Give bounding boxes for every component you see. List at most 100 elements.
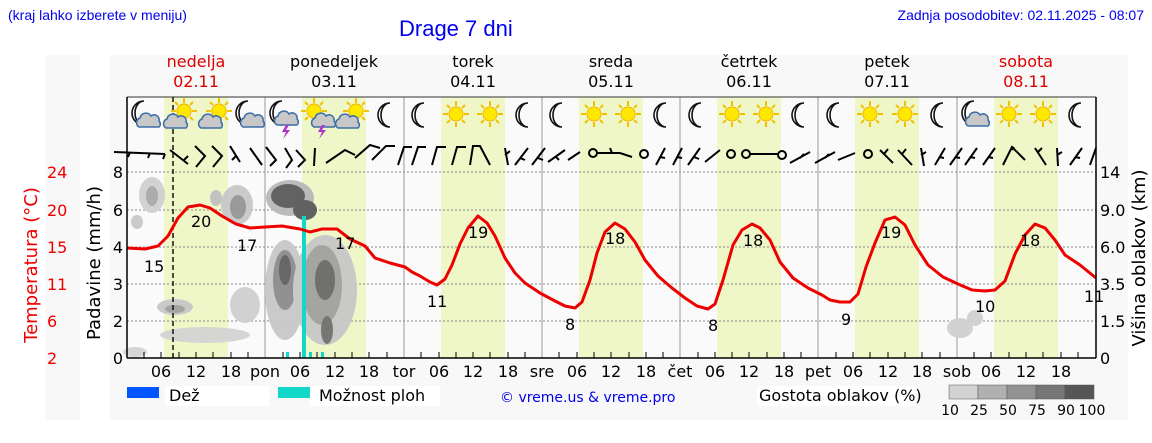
- day-separators: [264, 97, 958, 358]
- daylight-bands: [164, 97, 1058, 358]
- svg-text:06: 06: [151, 362, 171, 381]
- temp-axis-ticks: 24 20 15 11 6 2: [47, 163, 67, 368]
- svg-text:18: 18: [498, 362, 518, 381]
- legend-rain-label: Dež: [169, 386, 200, 405]
- svg-text:12: 12: [601, 362, 621, 381]
- svg-text:12: 12: [325, 362, 345, 381]
- day-header-6: petek 07.11: [864, 52, 910, 91]
- svg-text:pet: pet: [805, 362, 831, 381]
- svg-text:14: 14: [1100, 163, 1120, 182]
- svg-text:10: 10: [975, 297, 995, 316]
- day-header-1: nedelja 02.11: [166, 52, 226, 91]
- svg-text:12: 12: [186, 362, 206, 381]
- svg-text:12: 12: [1016, 362, 1036, 381]
- svg-text:18: 18: [912, 362, 932, 381]
- wind-barbs: [113, 143, 1097, 169]
- svg-text:20: 20: [47, 201, 67, 220]
- svg-text:06: 06: [429, 362, 449, 381]
- svg-text:17: 17: [335, 234, 355, 253]
- svg-text:4: 4: [113, 238, 123, 257]
- svg-text:25: 25: [970, 403, 988, 419]
- svg-text:100: 100: [1079, 403, 1106, 419]
- temp-axis-label: Temperatura (°C): [21, 187, 42, 344]
- precip-axis-ticks: 8 6 4 3 2 0: [113, 163, 123, 368]
- svg-text:50: 50: [999, 403, 1017, 419]
- precip-axis-label: Padavine (mm/h): [84, 186, 105, 340]
- svg-text:06: 06: [981, 362, 1001, 381]
- svg-text:10: 10: [941, 403, 959, 419]
- svg-text:06: 06: [843, 362, 863, 381]
- svg-text:11: 11: [1084, 287, 1104, 306]
- legend-showers-swatch: [278, 387, 310, 398]
- svg-text:11: 11: [47, 275, 67, 294]
- cloud-density-label: Gostota oblakov (%): [759, 386, 922, 405]
- svg-text:12: 12: [739, 362, 759, 381]
- svg-text:12: 12: [463, 362, 483, 381]
- svg-text:12: 12: [878, 362, 898, 381]
- svg-text:06: 06: [567, 362, 587, 381]
- svg-text:čet: čet: [668, 362, 693, 381]
- temperature-line: [126, 203, 1097, 311]
- svg-text:6.0: 6.0: [1100, 238, 1125, 257]
- shower-bars: [286, 216, 324, 358]
- x-tick-labels: 06 12 18 pon 06 12 18 tor 06 12 18 sre 0…: [151, 362, 1071, 381]
- svg-text:20: 20: [191, 212, 211, 231]
- cloud-density: [123, 177, 983, 357]
- cloud-height-axis-ticks: 14 9.0 6.0 3.5 1.5 0: [1100, 163, 1125, 368]
- svg-text:18: 18: [605, 229, 625, 248]
- svg-text:sob: sob: [943, 362, 971, 381]
- svg-text:19: 19: [881, 223, 901, 242]
- svg-text:18: 18: [774, 362, 794, 381]
- svg-text:3.5: 3.5: [1100, 275, 1125, 294]
- svg-text:90: 90: [1057, 403, 1075, 419]
- svg-text:18: 18: [1051, 362, 1071, 381]
- day-header-4: sreda 05.11: [588, 52, 634, 91]
- svg-text:19: 19: [468, 223, 488, 242]
- last-update: Zadnja posodobitev: 02.11.2025 - 08:07: [897, 7, 1144, 23]
- legend-showers-label: Možnost ploh: [319, 386, 425, 405]
- svg-text:sre: sre: [530, 362, 554, 381]
- svg-text:11: 11: [427, 292, 447, 311]
- region-hint[interactable]: (kraj lahko izberete v meniju): [8, 7, 187, 23]
- svg-text:8: 8: [113, 163, 123, 182]
- cloud-density-scale: [948, 384, 1095, 400]
- temp-labels: 15 20 17 17 11 19 8 18 8 18 9 19 10 18 1…: [144, 212, 1104, 335]
- svg-text:75: 75: [1028, 403, 1046, 419]
- day-header-2: ponedeljek 03.11: [290, 52, 378, 91]
- day-header-7: sobota 08.11: [998, 52, 1054, 91]
- svg-text:6: 6: [113, 201, 123, 220]
- svg-text:3: 3: [113, 275, 123, 294]
- svg-text:15: 15: [47, 238, 67, 257]
- cloud-height-axis-label: Višina oblakov (km): [1129, 169, 1150, 346]
- svg-text:18: 18: [359, 362, 379, 381]
- left-panel-bg: [45, 55, 80, 420]
- svg-text:tor: tor: [393, 362, 416, 381]
- svg-text:9: 9: [841, 310, 851, 329]
- svg-text:15: 15: [144, 257, 164, 276]
- x-ticks: [143, 352, 1079, 358]
- svg-text:18: 18: [636, 362, 656, 381]
- day-header-5: četrtek 06.11: [720, 52, 778, 91]
- svg-text:1.5: 1.5: [1100, 312, 1125, 331]
- svg-text:24: 24: [47, 163, 67, 182]
- svg-text:8: 8: [708, 316, 718, 335]
- svg-text:0: 0: [113, 349, 123, 368]
- cloud-density-scale-labels: 10 25 50 75 90 100: [941, 403, 1105, 419]
- svg-text:2: 2: [47, 349, 57, 368]
- svg-text:pon: pon: [250, 362, 280, 381]
- svg-text:18: 18: [743, 231, 763, 250]
- svg-text:9.0: 9.0: [1100, 201, 1125, 220]
- svg-text:18: 18: [1020, 231, 1040, 250]
- svg-text:2: 2: [113, 312, 123, 331]
- svg-text:0: 0: [1100, 349, 1110, 368]
- svg-text:18: 18: [221, 362, 241, 381]
- svg-text:17: 17: [237, 236, 257, 255]
- day-header-3: torek 04.11: [450, 52, 496, 91]
- svg-text:06: 06: [705, 362, 725, 381]
- svg-text:8: 8: [565, 315, 575, 334]
- svg-text:06: 06: [290, 362, 310, 381]
- page-title: Drage 7 dni: [399, 16, 513, 41]
- legend-rain-swatch: [127, 387, 159, 398]
- svg-text:6: 6: [47, 312, 57, 331]
